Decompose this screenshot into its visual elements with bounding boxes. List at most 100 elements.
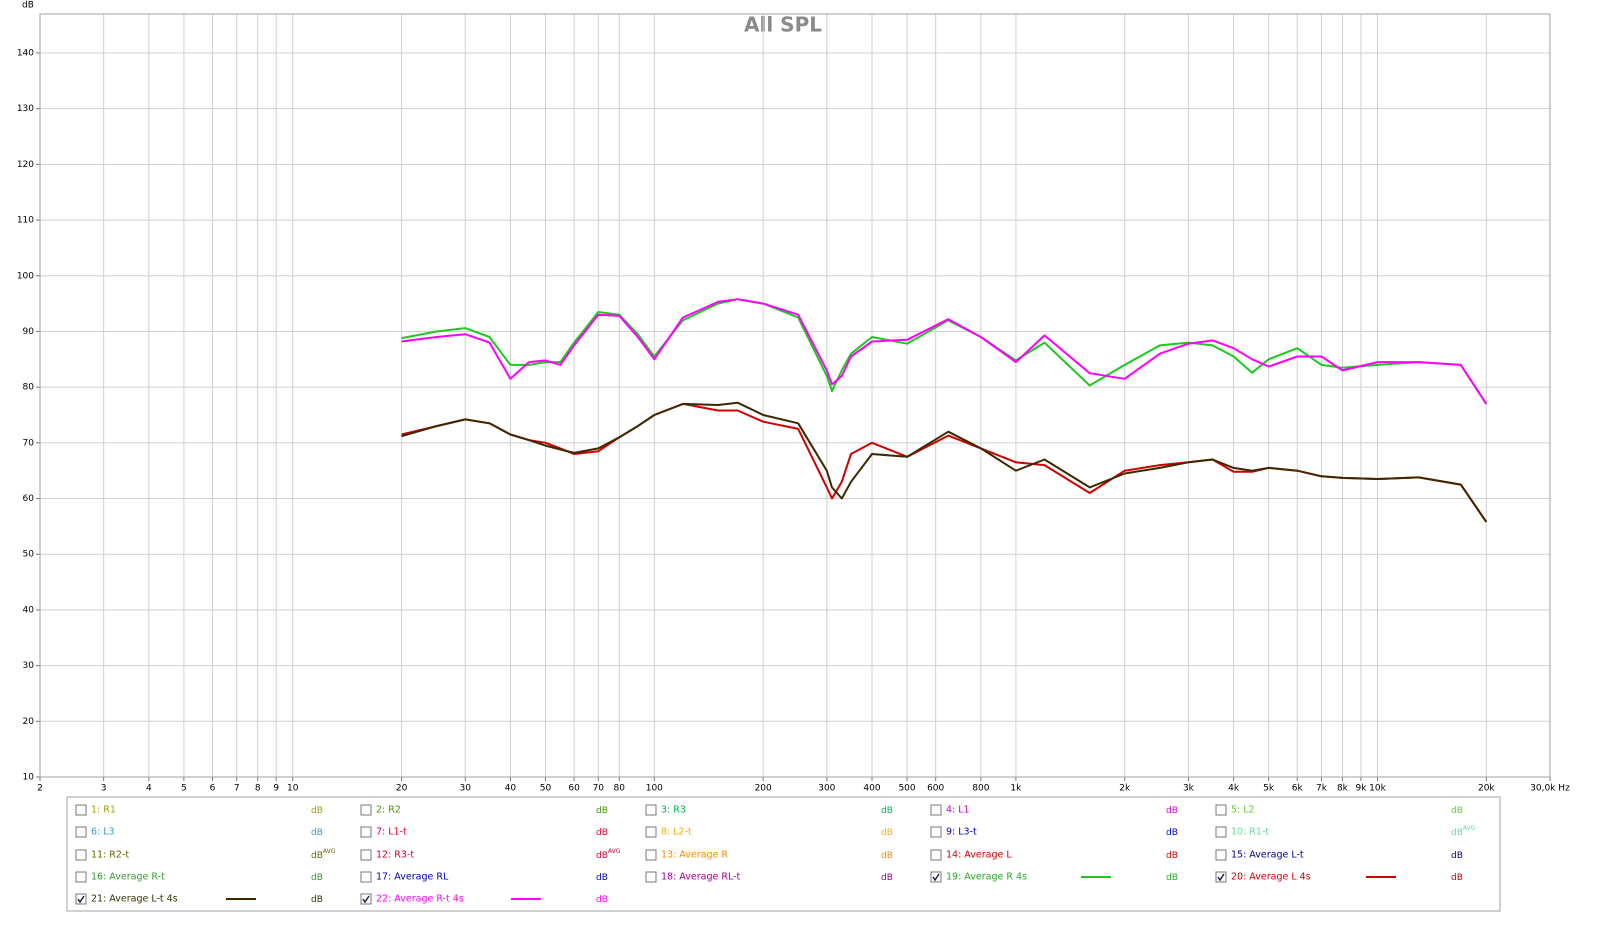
- measurement-item[interactable]: 15: Average L-t dB: [1215, 849, 1463, 861]
- measurement-item[interactable]: 1: R1 dB: [75, 804, 323, 816]
- x-tick-label: 3k: [1183, 784, 1195, 794]
- measurement-item[interactable]: 16: Average R-t dB: [75, 871, 323, 883]
- checkbox[interactable]: [645, 849, 657, 861]
- checkbox[interactable]: [360, 804, 372, 816]
- checkbox[interactable]: [930, 826, 942, 838]
- y-tick-label: 50: [23, 550, 35, 560]
- y-tick-label: 60: [23, 494, 35, 504]
- unit: dB: [1451, 828, 1463, 838]
- measurement-label: 20: Average L 4s: [1231, 872, 1311, 883]
- measurement-unit: dB: [1166, 806, 1178, 816]
- checkbox[interactable]: [1215, 871, 1227, 883]
- measurement-label: 19: Average R 4s: [946, 872, 1027, 883]
- y-tick-label: 70: [23, 438, 35, 448]
- y-tick-label: 40: [23, 605, 35, 615]
- y-tick-label: 100: [17, 271, 34, 281]
- measurement-item[interactable]: 22: Average R-t 4s dB: [360, 893, 608, 905]
- unit: dB: [596, 873, 608, 883]
- checkbox[interactable]: [360, 849, 372, 861]
- x-tick-label: 10k: [1369, 784, 1386, 794]
- measurement-unit: dB: [596, 806, 608, 816]
- x-tick-label: 100: [646, 784, 663, 794]
- checkbox[interactable]: [75, 871, 87, 883]
- measurement-item[interactable]: 17: Average RL dB: [360, 871, 608, 883]
- measurement-item[interactable]: 6: L3 dB: [75, 826, 323, 838]
- checkbox[interactable]: [1215, 804, 1227, 816]
- measurement-unit: dB: [1451, 873, 1463, 883]
- measurement-label: 18: Average RL-t: [661, 872, 740, 883]
- x-tick-label: 2k: [1119, 784, 1131, 794]
- unit: dB: [311, 851, 323, 861]
- measurement-item[interactable]: 14: Average L dB: [930, 849, 1178, 861]
- measurement-item[interactable]: 20: Average L 4s dB: [1215, 871, 1463, 883]
- checkbox[interactable]: [1215, 849, 1227, 861]
- x-tick-label: 7k: [1316, 784, 1328, 794]
- measurement-label: 9: L3-t: [946, 827, 977, 838]
- checkmark: [932, 873, 940, 882]
- measurement-label: 16: Average R-t: [91, 872, 165, 883]
- checkbox[interactable]: [645, 871, 657, 883]
- measurement-unit: dBAVG: [311, 848, 336, 861]
- y-tick-label: 10: [23, 773, 35, 783]
- measurement-unit: dB: [311, 873, 323, 883]
- measurement-unit: dB: [881, 828, 893, 838]
- plot-area: [39, 13, 1551, 778]
- measurement-item[interactable]: 18: Average RL-t dB: [645, 871, 893, 883]
- checkbox[interactable]: [75, 826, 87, 838]
- measurement-unit: dB: [596, 873, 608, 883]
- x-tick-label: 1k: [1010, 784, 1022, 794]
- x-tick-label: 500: [898, 784, 915, 794]
- unit-sup: AVG: [608, 848, 621, 855]
- series-line: [401, 298, 1488, 405]
- unit: dB: [881, 828, 893, 838]
- y-tick-label: 80: [23, 383, 35, 393]
- measurement-unit: dBAVG: [1451, 825, 1476, 838]
- unit: dB: [1451, 873, 1463, 883]
- x-tick-label: 50: [540, 784, 552, 794]
- measurement-item[interactable]: 11: R2-t dBAVG: [75, 848, 336, 861]
- measurement-item[interactable]: 13: Average R dB: [645, 849, 893, 861]
- checkbox[interactable]: [645, 804, 657, 816]
- unit: dB: [311, 806, 323, 816]
- measurement-item[interactable]: 21: Average L-t 4s dB: [75, 893, 323, 905]
- measurement-unit: dB: [1451, 851, 1463, 861]
- x-tick-label: 7: [234, 784, 240, 794]
- checkbox[interactable]: [930, 871, 942, 883]
- measurement-label: 21: Average L-t 4s: [91, 894, 178, 905]
- measurement-item[interactable]: 12: R3-t dBAVG: [360, 848, 621, 861]
- x-tick-label: 200: [755, 784, 772, 794]
- unit: dB: [1451, 806, 1463, 816]
- measurement-item[interactable]: 10: R1-t dBAVG: [1215, 825, 1476, 838]
- measurement-item[interactable]: 3: R3 dB: [645, 804, 893, 816]
- measurement-item[interactable]: 8: L2-t dB: [645, 826, 893, 838]
- checkbox[interactable]: [360, 893, 372, 905]
- checkbox[interactable]: [360, 826, 372, 838]
- checkbox[interactable]: [360, 871, 372, 883]
- unit: dB: [1451, 851, 1463, 861]
- measurement-label: 4: L1: [946, 805, 970, 816]
- y-tick-label: 140: [17, 48, 34, 58]
- measurement-item[interactable]: 2: R2 dB: [360, 804, 608, 816]
- measurement-item[interactable]: 19: Average R 4s dB: [930, 871, 1178, 883]
- checkbox[interactable]: [1215, 826, 1227, 838]
- measurement-item[interactable]: 4: L1 dB: [930, 804, 1178, 816]
- unit: dB: [881, 806, 893, 816]
- checkbox[interactable]: [645, 826, 657, 838]
- checkbox[interactable]: [75, 893, 87, 905]
- unit: dB: [311, 895, 323, 905]
- checkbox[interactable]: [930, 804, 942, 816]
- measurement-item[interactable]: 7: L1-t dB: [360, 826, 608, 838]
- measurement-unit: dB: [311, 828, 323, 838]
- unit: dB: [596, 895, 608, 905]
- checkbox[interactable]: [930, 849, 942, 861]
- checkbox[interactable]: [75, 804, 87, 816]
- x-tick-label: 300: [818, 784, 835, 794]
- checkbox[interactable]: [75, 849, 87, 861]
- measurement-label: 3: R3: [661, 805, 686, 816]
- x-tick-label: 60: [568, 784, 580, 794]
- plot-border: [39, 13, 1551, 778]
- measurement-item[interactable]: 9: L3-t dB: [930, 826, 1178, 838]
- measurement-item[interactable]: 5: L2 dB: [1215, 804, 1463, 816]
- unit: dB: [1166, 806, 1178, 816]
- measurement-unit: dB: [596, 828, 608, 838]
